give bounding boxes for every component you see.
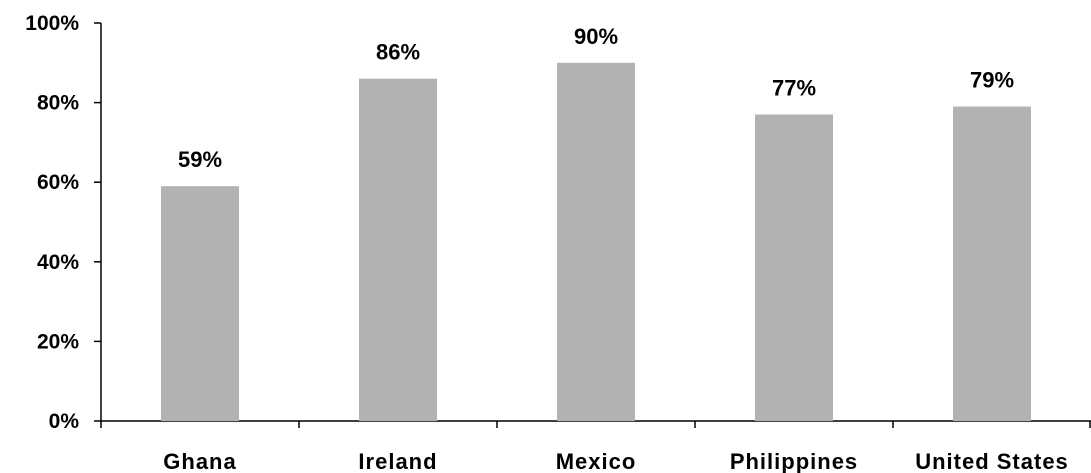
data-label: 86%	[376, 40, 420, 65]
bar-ghana	[161, 186, 239, 421]
y-tick-label: 0%	[49, 410, 80, 433]
bar-philippines	[755, 114, 833, 421]
x-axis: Ghana Ireland Mexico Philippines United Stat…	[100, 420, 1091, 473]
y-tick-label: 100%	[25, 12, 79, 35]
x-tick-label: United States	[915, 449, 1069, 473]
x-tick-label: Ghana	[163, 449, 236, 473]
data-label: 79%	[970, 68, 1014, 93]
bar-united-states	[953, 106, 1031, 421]
data-label: 59%	[178, 147, 222, 172]
bar-series	[161, 62, 1031, 422]
bar-ireland	[359, 78, 437, 421]
bar-mexico	[557, 62, 635, 422]
y-tick-label: 80%	[37, 92, 79, 115]
y-tick-label: 40%	[37, 251, 79, 274]
y-tick-label: 60%	[37, 171, 79, 194]
x-tick-label: Mexico	[556, 449, 637, 473]
x-tick-label: Philippines	[730, 449, 858, 473]
data-label: 77%	[772, 76, 816, 101]
data-label: 90%	[574, 24, 618, 49]
y-axis: 0% 20% 40% 60% 80% 100%	[25, 12, 102, 433]
x-tick-label: Ireland	[358, 449, 437, 473]
data-labels: 59% 86% 90% 77% 79%	[178, 24, 1014, 172]
y-tick-label: 20%	[37, 330, 79, 353]
